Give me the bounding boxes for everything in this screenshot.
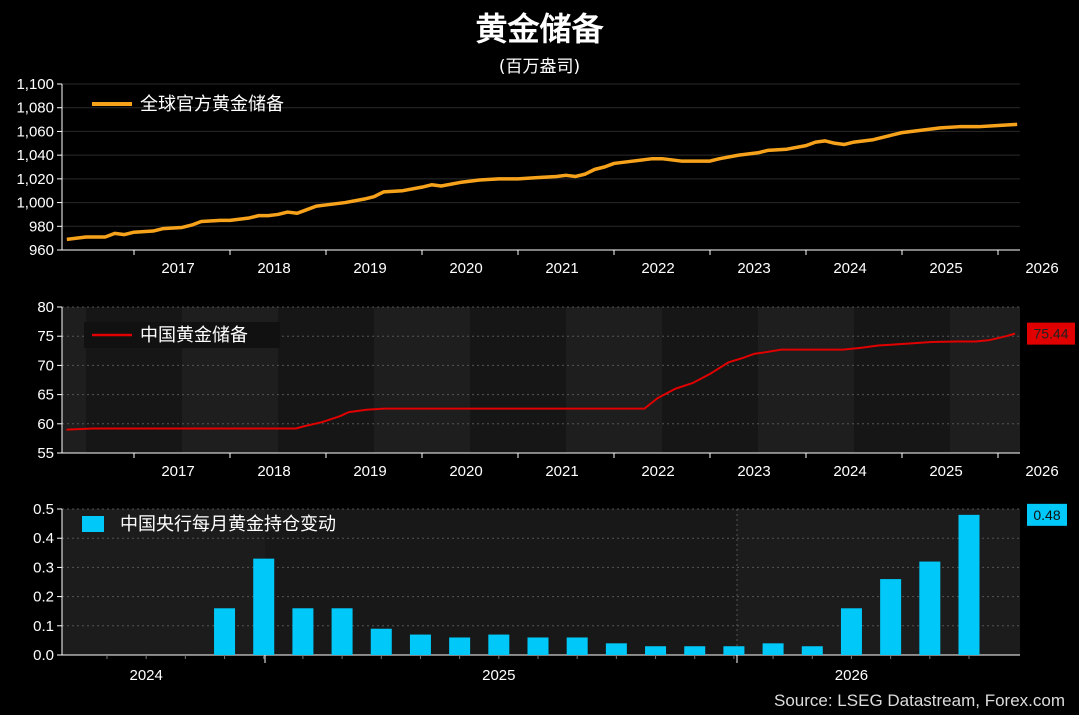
- y-tick-label: 0.1: [33, 618, 54, 635]
- last-value-label: 75.44: [1033, 326, 1068, 342]
- bar: [331, 608, 353, 655]
- y-tick-label: 1,060: [16, 123, 54, 140]
- y-tick-label: 0.5: [33, 501, 54, 518]
- x-tick-label: 2022: [641, 463, 674, 480]
- bar: [723, 646, 745, 655]
- x-tick-label: 2018: [257, 463, 290, 480]
- series-line-china: [66, 332, 1016, 431]
- y-tick-label: 70: [37, 357, 54, 374]
- x-tick-label: 2023: [737, 463, 770, 480]
- y-tick-label: 980: [29, 218, 54, 235]
- y-tick-label: 1,000: [16, 195, 54, 212]
- x-tick-label: 2019: [353, 463, 386, 480]
- y-tick-label: 1,040: [16, 147, 54, 164]
- bar: [488, 634, 510, 655]
- x-tick-label: 2017: [161, 260, 194, 277]
- x-tick-label: 2025: [929, 260, 962, 277]
- x-tick-label: 2024: [833, 463, 866, 480]
- x-tick-label: 2023: [737, 260, 770, 277]
- legend-label: 中国黄金储备: [140, 325, 248, 346]
- chart-title: 黄金储备: [475, 10, 604, 48]
- y-tick-label: 1,020: [16, 171, 54, 188]
- y-tick-label: 0.0: [33, 647, 54, 664]
- legend-label: 中国央行每月黄金持仓变动: [120, 514, 336, 535]
- year-band: [854, 307, 950, 453]
- x-tick-label: 2019: [353, 260, 386, 277]
- y-tick-label: 0.3: [33, 559, 54, 576]
- bar: [801, 646, 823, 655]
- bar: [919, 561, 941, 655]
- bar: [958, 514, 980, 655]
- x-tick-label: 2024: [833, 260, 866, 277]
- y-tick-label: 80: [37, 299, 54, 316]
- bar: [527, 637, 549, 655]
- x-tick-label: 2026: [1025, 463, 1058, 480]
- x-tick-label: 2017: [161, 463, 194, 480]
- y-tick-label: 55: [37, 445, 54, 462]
- y-tick-label: 75: [37, 328, 54, 345]
- bar: [409, 634, 431, 655]
- bar: [253, 558, 275, 655]
- chart-subtitle: (百万盎司): [498, 57, 581, 77]
- y-tick-label: 0.4: [33, 530, 54, 547]
- source-note: Source: LSEG Datastream, Forex.com: [774, 691, 1065, 710]
- x-tick-label: 2018: [257, 260, 290, 277]
- bar: [684, 646, 706, 655]
- x-tick-label: 2025: [929, 463, 962, 480]
- bar: [605, 643, 627, 655]
- series-line-global: [66, 122, 1018, 242]
- bar: [292, 608, 314, 655]
- x-tick-label: 2026: [1025, 260, 1058, 277]
- last-value-tag: [1027, 503, 1067, 526]
- y-tick-label: 1,080: [16, 100, 54, 117]
- last-value-label: 0.48: [1033, 507, 1060, 523]
- y-tick-label: 65: [37, 387, 54, 404]
- y-tick-label: 0.2: [33, 589, 54, 606]
- x-tick-label: 2022: [641, 260, 674, 277]
- year-band: [662, 307, 758, 453]
- x-tick-label: 2020: [449, 260, 482, 277]
- year-band: [278, 307, 374, 453]
- bar: [762, 643, 784, 655]
- x-tick-label: 2021: [545, 260, 578, 277]
- bar: [214, 608, 236, 655]
- legend-swatch: [82, 516, 104, 532]
- last-value-tag: [1027, 322, 1075, 345]
- y-tick-label: 60: [37, 416, 54, 433]
- bar: [840, 608, 862, 655]
- bar: [449, 637, 471, 655]
- bar: [880, 579, 902, 655]
- x-tick-label: 2025: [482, 667, 515, 684]
- x-tick-label: 2026: [835, 667, 868, 684]
- bar: [370, 628, 392, 655]
- x-tick-label: 2020: [449, 463, 482, 480]
- legend-label: 全球官方黄金储备: [140, 94, 284, 115]
- y-tick-label: 960: [29, 242, 54, 259]
- bar: [645, 646, 667, 655]
- x-tick-label: 2024: [129, 667, 162, 684]
- y-tick-label: 1,100: [16, 76, 54, 93]
- plot-area-global: [62, 84, 1020, 250]
- x-tick-label: 2021: [545, 463, 578, 480]
- bar: [566, 637, 588, 655]
- year-band: [470, 307, 566, 453]
